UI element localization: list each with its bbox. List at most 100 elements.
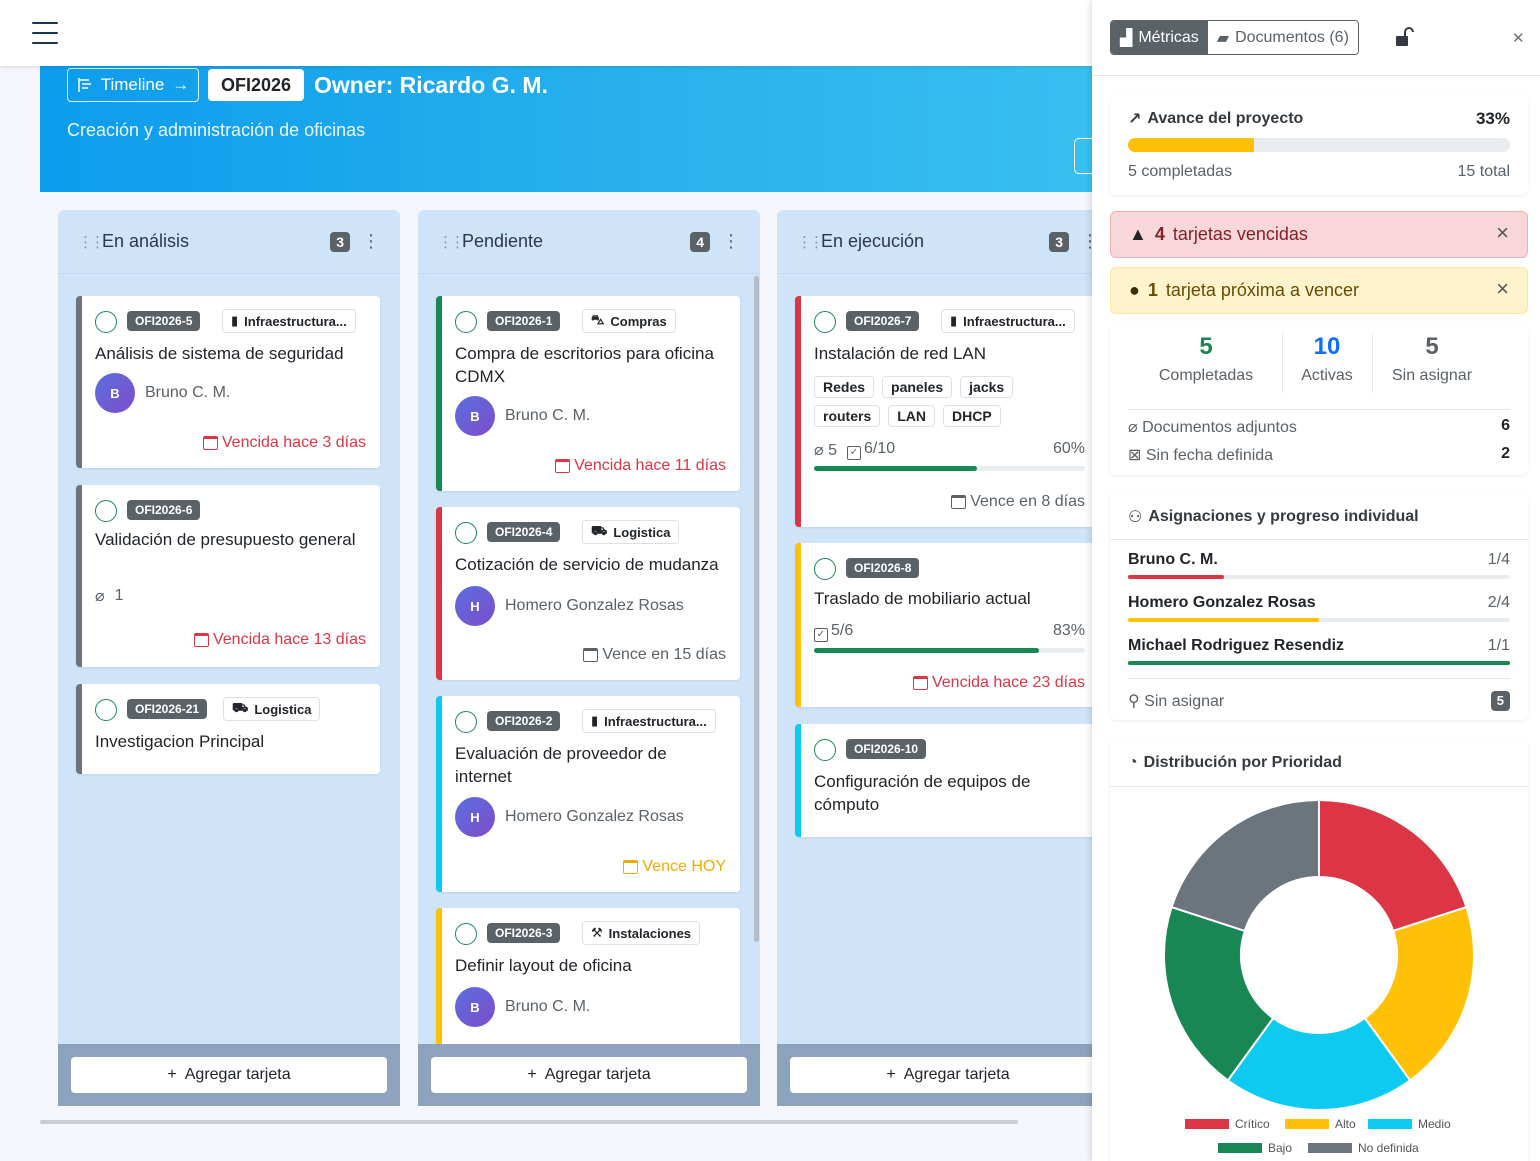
complete-checkbox[interactable] bbox=[455, 522, 477, 544]
tab-metrics[interactable]: ▟ Métricas bbox=[1111, 21, 1208, 54]
column-en-analisis: ⋮⋮ En análisis 3 ⋮ OFI2026-5 ▮ Infraestru… bbox=[58, 210, 400, 1106]
card[interactable]: OFI2026-6 Validación de presupuesto gene… bbox=[76, 485, 380, 667]
slice-alto[interactable] bbox=[1363, 905, 1475, 1082]
tag-chip: routers bbox=[814, 405, 881, 427]
card[interactable]: OFI2026-5 ▮ Infraestructura... Análisis d… bbox=[76, 296, 380, 468]
chart-title: ◔ Distribución por Prioridad bbox=[1128, 754, 1342, 771]
project-progress-fill bbox=[1128, 138, 1255, 152]
legend-item[interactable]: Bajo bbox=[1218, 1141, 1292, 1155]
column-options-icon[interactable]: ⋮ bbox=[722, 231, 740, 251]
card[interactable]: OFI2026-2 ▮ Infraestructura... Evaluación… bbox=[436, 696, 740, 892]
card-meta: ⌀ 5 ✓ 6/10 bbox=[814, 440, 895, 460]
card[interactable]: OFI2026-21 ⛟ Logistica Investigacion Prin… bbox=[76, 684, 380, 774]
complete-checkbox[interactable] bbox=[814, 311, 836, 333]
due-soon-alert: ● 1 tarjeta próxima a vencer × bbox=[1110, 267, 1528, 314]
card-assignee: B Bruno C. M. bbox=[95, 373, 230, 413]
assignments-card: ⚇ Asignaciones y progreso individual Brun… bbox=[1110, 492, 1528, 720]
assignee-progress-fill bbox=[1128, 618, 1319, 622]
complete-checkbox[interactable] bbox=[95, 311, 117, 333]
calendar-x-icon: ⊠ bbox=[1128, 447, 1142, 464]
user-icon: ⚲ bbox=[1128, 693, 1140, 710]
complete-checkbox[interactable] bbox=[455, 923, 477, 945]
tag-icon-button[interactable] bbox=[1074, 138, 1098, 174]
add-card-button[interactable]: + Agregar tarjeta bbox=[790, 1057, 1106, 1093]
close-icon[interactable]: ✕ bbox=[1512, 30, 1525, 47]
column-count-badge: 3 bbox=[330, 231, 350, 252]
drag-handle-icon[interactable]: ⋮⋮ bbox=[797, 233, 824, 251]
card-title: Compra de escritorios para oficina CDMX bbox=[455, 344, 714, 386]
assignee-name: Bruno C. M. bbox=[505, 407, 591, 424]
checklist-count: ✓ 5/6 bbox=[814, 622, 853, 642]
card-id-badge: OFI2026-8 bbox=[846, 558, 920, 578]
overdue-alert: ▲ 4 tarjetas vencidas × bbox=[1110, 211, 1528, 258]
paperclip-icon: ⌀ bbox=[95, 588, 105, 605]
complete-checkbox[interactable] bbox=[455, 711, 477, 733]
column-options-icon[interactable]: ⋮ bbox=[362, 231, 380, 251]
add-card-button[interactable]: + Agregar tarjeta bbox=[431, 1057, 747, 1093]
card[interactable]: OFI2026-8 Traslado de mobiliario actual … bbox=[795, 543, 1099, 707]
complete-checkbox[interactable] bbox=[95, 699, 117, 721]
card[interactable]: OFI2026-1 ⛍ Compras Compra de escritorios… bbox=[436, 296, 740, 491]
due-date: Vencida hace 23 días bbox=[912, 674, 1085, 692]
tab-documents[interactable]: ▰ Documentos (6) bbox=[1207, 21, 1358, 54]
card-title: Análisis de sistema de seguridad bbox=[95, 344, 344, 363]
tag-chip: paneles bbox=[882, 376, 953, 398]
card[interactable]: OFI2026-7 ▮ Infraestructura... Instalació… bbox=[795, 296, 1099, 527]
assignee-progress: Michael Rodriguez Resendiz 1/1 bbox=[1128, 637, 1510, 665]
card[interactable]: OFI2026-10 Configuración de equipos de c… bbox=[795, 724, 1099, 837]
column-scrollbar[interactable] bbox=[754, 276, 759, 942]
slice-no-definida[interactable] bbox=[1170, 798, 1320, 933]
timeline-icon bbox=[77, 78, 91, 92]
card-id-badge: OFI2026-7 bbox=[846, 311, 920, 331]
project-description: Creación y administración de oficinas bbox=[67, 120, 366, 140]
slice-medio[interactable] bbox=[1226, 1016, 1412, 1111]
column-title: En análisis bbox=[102, 231, 190, 251]
unlock-icon[interactable] bbox=[1394, 26, 1414, 48]
timeline-button[interactable]: Timeline → bbox=[67, 68, 199, 102]
complete-checkbox[interactable] bbox=[814, 558, 836, 580]
card[interactable]: OFI2026-3 ⚒ Instalaciones Definir layout … bbox=[436, 908, 740, 1058]
category-badge: ▮ Infraestructura... bbox=[941, 309, 1075, 333]
cart-icon: ⛍ bbox=[591, 312, 605, 327]
completed-count: 5 completadas bbox=[1128, 163, 1233, 180]
add-card-button[interactable]: + Agregar tarjeta bbox=[71, 1057, 387, 1093]
column-header: ⋮⋮ En análisis 3 ⋮ bbox=[58, 210, 400, 274]
calendar-icon bbox=[951, 495, 967, 509]
legend-swatch bbox=[1368, 1119, 1412, 1129]
dismiss-alert-icon[interactable]: × bbox=[1496, 276, 1509, 301]
legend-label: Alto bbox=[1335, 1117, 1356, 1131]
legend-item[interactable]: No definida bbox=[1308, 1141, 1419, 1155]
panel-tabs: ▟ Métricas ▰ Documentos (6) bbox=[1110, 20, 1359, 55]
column-count-badge: 4 bbox=[690, 231, 710, 252]
progress-percent: 83% bbox=[1052, 622, 1085, 639]
calendar-icon bbox=[202, 436, 218, 450]
calendar-icon bbox=[193, 633, 209, 647]
complete-checkbox[interactable] bbox=[814, 739, 836, 761]
board-horizontal-scrollbar[interactable] bbox=[40, 1120, 1018, 1124]
progress-bar bbox=[814, 466, 1085, 471]
legend-item[interactable]: Crítico bbox=[1185, 1117, 1270, 1131]
slice-crítico[interactable] bbox=[1318, 798, 1468, 933]
no-date-row: ⊠ Sin fecha definida 2 bbox=[1128, 445, 1510, 464]
complete-checkbox[interactable] bbox=[95, 500, 117, 522]
legend-item[interactable]: Alto bbox=[1285, 1117, 1356, 1131]
metrics-panel: ▟ Métricas ▰ Documentos (6) ✕ ↗ Avance del … bbox=[1092, 0, 1540, 1161]
complete-checkbox[interactable] bbox=[455, 311, 477, 333]
legend-label: Bajo bbox=[1268, 1141, 1293, 1155]
drag-handle-icon[interactable]: ⋮⋮ bbox=[438, 233, 465, 251]
card-id-badge: OFI2026-5 bbox=[127, 311, 201, 331]
assignee-progress: Homero Gonzalez Rosas 2/4 bbox=[1128, 594, 1510, 622]
legend-item[interactable]: Medio bbox=[1368, 1117, 1451, 1131]
dismiss-alert-icon[interactable]: × bbox=[1496, 220, 1509, 245]
calendar-icon bbox=[912, 676, 928, 690]
hamburger-menu-icon[interactable] bbox=[32, 22, 58, 44]
project-header: Timeline → OFI2026 Owner: Ricardo G. M. … bbox=[40, 66, 1098, 192]
card[interactable]: OFI2026-4 ⛟ Logistica Cotización de servi… bbox=[436, 507, 740, 680]
drag-handle-icon[interactable]: ⋮⋮ bbox=[78, 233, 105, 251]
slice-bajo[interactable] bbox=[1163, 905, 1275, 1082]
column-title: Pendiente bbox=[462, 231, 544, 251]
documents-attached-row: ⌀ Documentos adjuntos 6 bbox=[1128, 417, 1510, 436]
column-header: ⋮⋮ Pendiente 4 ⋮ bbox=[418, 210, 760, 274]
users-icon: ⚇ bbox=[1128, 509, 1143, 526]
project-owner: Owner: Ricardo G. M. bbox=[314, 72, 548, 98]
